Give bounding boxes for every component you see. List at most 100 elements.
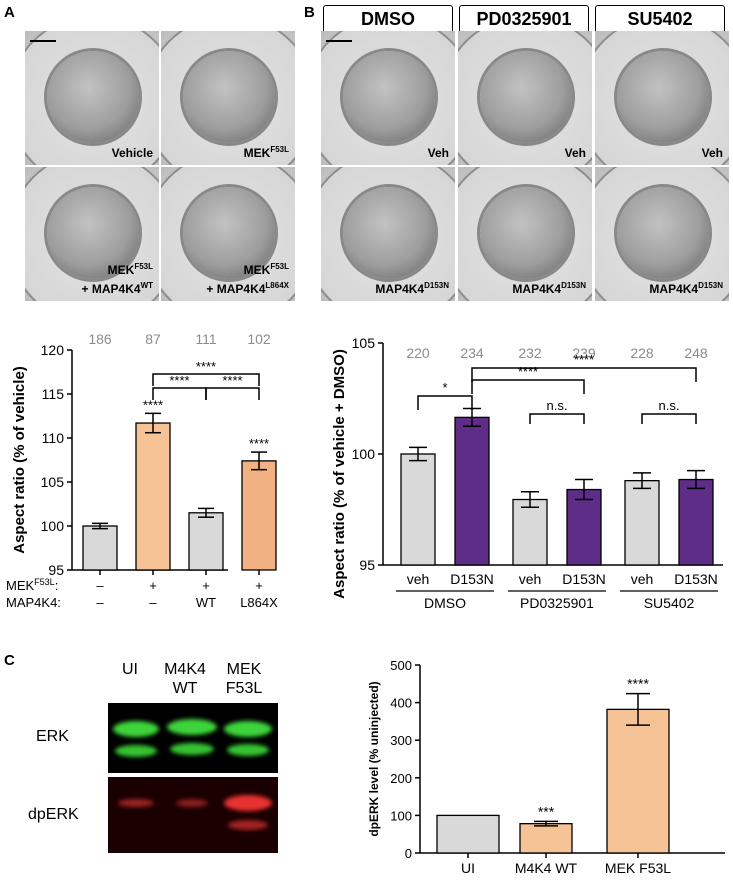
y-axis-label: Aspect ratio (% of vehicle) bbox=[11, 366, 28, 554]
group-label: DMSO bbox=[424, 595, 466, 611]
group-label: SU5402 bbox=[644, 595, 695, 611]
embryo-image-mek-map4k4-l864x: MEKF53L + MAP4K4L864X bbox=[161, 167, 295, 301]
x-tick-label: D153N bbox=[450, 571, 494, 587]
embryo-image-dmso-d153n: MAP4K4D153N bbox=[321, 167, 455, 301]
band-dperk-mek-lower bbox=[228, 820, 268, 830]
y-tick-label: 200 bbox=[390, 771, 412, 786]
lane-label-mek-f53l: MEK F53L bbox=[225, 661, 263, 697]
embryo-image-pd-d153n: MAP4K4D153N bbox=[458, 167, 592, 301]
image-label-line2: + MAP4K4 bbox=[81, 282, 141, 296]
image-label-sup: F53L bbox=[134, 262, 153, 271]
header-dmso: DMSO bbox=[323, 5, 453, 33]
row2-value: – bbox=[149, 595, 157, 610]
image-label-line2-sup: WT bbox=[140, 281, 153, 290]
band-erk-upper-mek bbox=[224, 721, 272, 737]
image-label: MAP4K4 bbox=[649, 282, 699, 296]
bar bbox=[241, 460, 277, 571]
row2-value: WT bbox=[196, 595, 216, 610]
western-blot bbox=[108, 703, 278, 853]
panel-letter-a: A bbox=[4, 4, 15, 21]
image-label: Veh bbox=[701, 146, 723, 160]
y-tick-label: 100 bbox=[390, 808, 412, 823]
embryo-image-mek: MEKF53L bbox=[161, 31, 295, 165]
bar bbox=[519, 823, 573, 854]
y-tick-label: 105 bbox=[352, 335, 376, 351]
significance-stars: *** bbox=[538, 803, 555, 819]
n-label: 87 bbox=[145, 331, 161, 347]
row2-value: – bbox=[96, 595, 104, 610]
image-label-sup: F53L bbox=[270, 145, 289, 154]
bar bbox=[82, 525, 118, 571]
x-tick-label: D153N bbox=[562, 571, 606, 587]
row1-value: + bbox=[149, 578, 157, 593]
comparison-bracket bbox=[471, 379, 585, 394]
n-label: 234 bbox=[460, 345, 484, 361]
band-erk-upper-ui bbox=[113, 721, 159, 737]
blot-dperk-panel bbox=[108, 777, 278, 853]
band-dperk-m4k4 bbox=[176, 799, 208, 807]
embryo-image-su-d153n: MAP4K4D153N bbox=[595, 167, 729, 301]
n-label: 239 bbox=[572, 345, 596, 361]
bracket-label: **** bbox=[574, 352, 594, 367]
image-label-sup: D153N bbox=[561, 281, 586, 290]
image-label: MEK bbox=[243, 146, 271, 160]
image-label: Veh bbox=[427, 146, 449, 160]
image-label-line2: + MAP4K4 bbox=[206, 282, 266, 296]
group-label: PD0325901 bbox=[520, 595, 594, 611]
n-label: 186 bbox=[88, 331, 112, 347]
bar bbox=[624, 479, 660, 566]
bracket-label: **** bbox=[222, 373, 242, 388]
y-axis-label: dpERK level (% uninjected) bbox=[367, 681, 381, 836]
bar bbox=[400, 453, 436, 566]
panel-letter-c: C bbox=[4, 652, 15, 669]
bar bbox=[454, 416, 490, 566]
x-tick-label: veh bbox=[631, 571, 654, 587]
y-tick-label: 400 bbox=[390, 696, 412, 711]
bar bbox=[512, 498, 548, 566]
bracket-label: n.s. bbox=[659, 398, 680, 413]
comparison-bracket bbox=[641, 413, 697, 424]
blot-erk-panel bbox=[108, 703, 278, 773]
embryo-image-dmso-veh: Veh bbox=[321, 31, 455, 165]
bracket-label: n.s. bbox=[547, 398, 568, 413]
y-axis-label: Aspect ratio (% of vehicle + DMSO) bbox=[331, 349, 348, 599]
band-erk-lower-mek bbox=[227, 744, 269, 756]
y-tick-label: 110 bbox=[42, 430, 65, 446]
bracket-label: **** bbox=[169, 373, 189, 388]
image-label-sup: F53L bbox=[270, 262, 289, 271]
header-pd0325901: PD0325901 bbox=[459, 5, 589, 33]
y-tick-label: 120 bbox=[41, 342, 65, 358]
row1-value: + bbox=[202, 578, 210, 593]
embryo-image-pd-veh: Veh bbox=[458, 31, 592, 165]
band-erk-lower-ui bbox=[115, 745, 157, 757]
image-label-sup: D153N bbox=[698, 281, 723, 290]
y-tick-label: 300 bbox=[390, 733, 412, 748]
y-tick-label: 95 bbox=[359, 557, 375, 573]
scale-bar-a bbox=[30, 40, 56, 42]
bracket-label: **** bbox=[196, 359, 216, 374]
comparison-bracket bbox=[205, 387, 260, 400]
bar bbox=[566, 488, 602, 566]
bar bbox=[678, 478, 714, 566]
row1-label: MEKF53L: bbox=[6, 577, 58, 593]
chart-a: 95 100 105 110 115 120 Aspect ratio (% of vehi… bbox=[6, 331, 278, 610]
bracket-label: * bbox=[442, 380, 447, 395]
n-label: 228 bbox=[630, 345, 654, 361]
scale-bar-b bbox=[326, 40, 352, 42]
n-label: 232 bbox=[518, 345, 542, 361]
band-erk-lower-m4k4 bbox=[170, 743, 214, 755]
embryo-image-mek-map4k4-wt: MEKF53L + MAP4K4WT bbox=[25, 167, 159, 301]
image-label: Vehicle bbox=[111, 146, 153, 160]
image-label: MAP4K4 bbox=[375, 282, 425, 296]
significance-stars: **** bbox=[627, 676, 649, 692]
bar bbox=[188, 512, 224, 571]
bar bbox=[135, 422, 171, 571]
embryo-image-su-veh: Veh bbox=[595, 31, 729, 165]
comparison-bracket bbox=[417, 395, 473, 410]
x-tick-label: D153N bbox=[674, 571, 718, 587]
y-tick-label: 105 bbox=[41, 474, 65, 490]
row1-value: + bbox=[255, 578, 263, 593]
x-tick-label: UI bbox=[461, 860, 475, 876]
x-tick-label: MEK F53L bbox=[605, 860, 671, 876]
